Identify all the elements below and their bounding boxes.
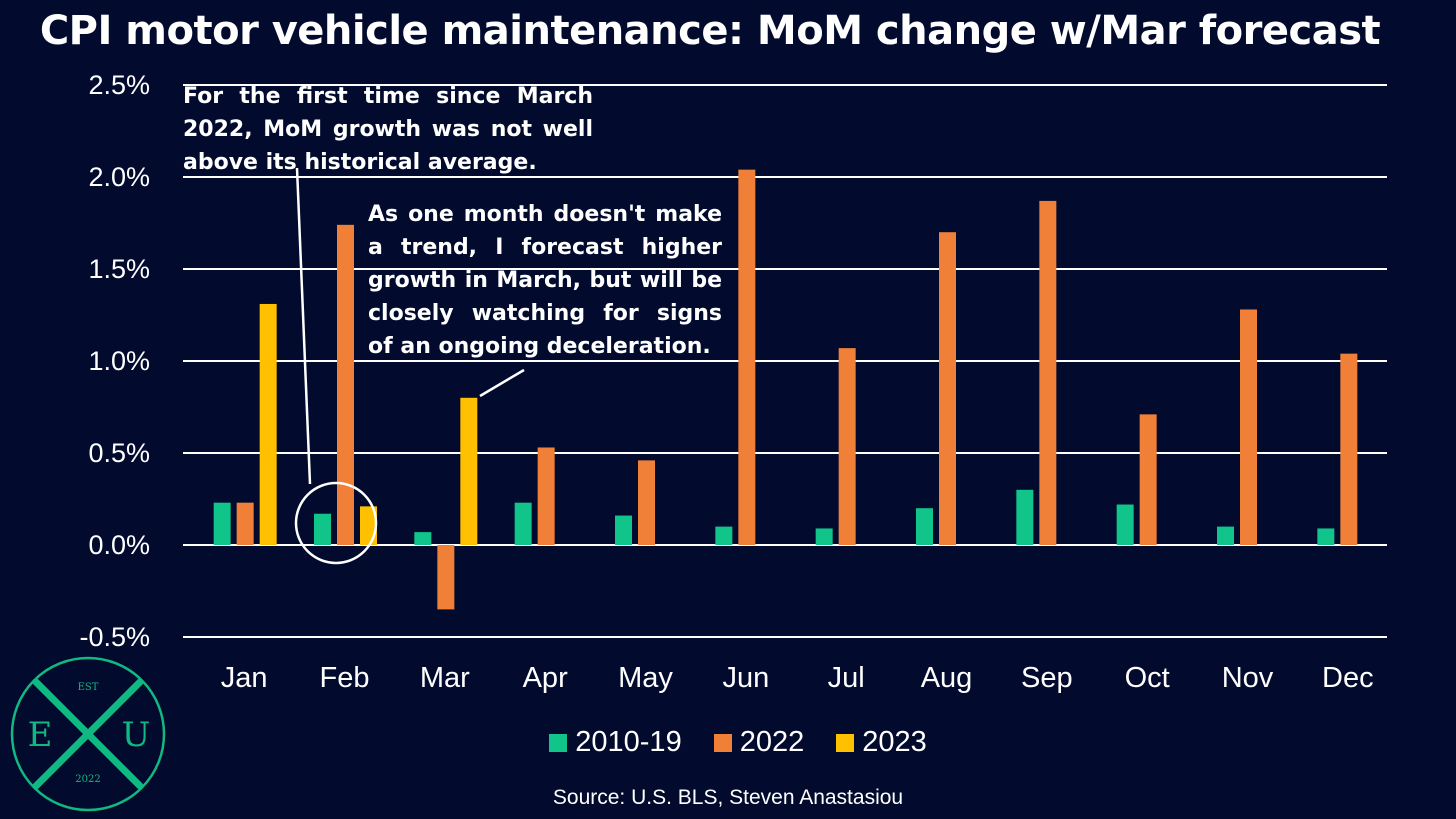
bar-2010-19-Apr [514, 502, 532, 545]
x-tick-label: Jun [722, 662, 769, 694]
legend-label-2023: 2023 [862, 726, 927, 758]
logo-year: 2022 [75, 774, 100, 785]
logo-letter-e: E [28, 715, 53, 755]
legend: 2010-19 2022 2023 [0, 726, 1456, 759]
bar-2022-Jul [838, 348, 856, 545]
bar-2022-Jun [738, 169, 756, 545]
chart-title: CPI motor vehicle maintenance: MoM chang… [39, 8, 1381, 54]
x-tick-label: Dec [1322, 662, 1374, 694]
logo-ring [10, 656, 166, 812]
bar-2022-Mar [437, 545, 455, 610]
bar-2022-Dec [1340, 353, 1358, 545]
y-tick-label: 2.5% [88, 70, 150, 100]
x-tick-label: Mar [420, 662, 470, 694]
bar-2022-Nov [1240, 309, 1257, 545]
bar-2022-Apr [537, 447, 555, 545]
y-tick-label: 1.0% [88, 346, 150, 376]
y-tick-label: 0.0% [88, 530, 150, 560]
bar-2022-Feb [337, 224, 354, 545]
bar-2010-19-Mar [414, 532, 432, 545]
legend-item-2010-19: 2010-19 [549, 726, 682, 759]
y-tick-label: 1.5% [88, 254, 150, 284]
x-tick-label: Sep [1021, 662, 1073, 694]
bar-2022-Oct [1139, 414, 1157, 545]
bar-2022-Sep [1039, 200, 1057, 546]
bar-2022-May [638, 460, 655, 545]
bar-2010-19-Aug [916, 508, 933, 545]
x-tick-label: Jan [221, 662, 268, 694]
x-tick-label: Apr [523, 662, 568, 694]
annotation-first-time: For the first time since March 2022, MoM… [183, 84, 593, 175]
logo-cross-b [32, 678, 144, 790]
bar-2010-19-Sep [1016, 489, 1034, 545]
x-tick-label: Feb [320, 662, 370, 694]
bar-2010-19-Jul [815, 528, 833, 545]
y-tick-label: 0.5% [88, 438, 150, 468]
bar-2010-19-May [615, 515, 632, 545]
bar-2010-19-Nov [1217, 526, 1234, 545]
x-tick-label: Nov [1222, 662, 1274, 694]
callout-line-second [479, 368, 525, 398]
legend-label-2022: 2022 [739, 726, 805, 758]
callout-circle-feb [294, 481, 378, 565]
legend-item-2022: 2022 [713, 726, 805, 759]
bar-2010-19-Oct [1116, 504, 1134, 545]
exu-logo: EST E U 2022 [10, 656, 166, 812]
y-tick-label: 2.0% [88, 162, 150, 192]
legend-label-2010-19: 2010-19 [575, 726, 682, 758]
logo-est: EST [78, 682, 99, 693]
x-tick-label: Jul [828, 662, 865, 694]
legend-swatch-2022 [713, 733, 732, 752]
source-note: Source: U.S. BLS, Steven Anastasiou [552, 786, 904, 809]
bar-2010-19-Jun [715, 526, 733, 545]
bar-2010-19-Feb [314, 513, 331, 545]
x-tick-label: Oct [1125, 662, 1170, 694]
bar-2022-Aug [939, 232, 956, 545]
bar-2023-Jan [259, 303, 277, 545]
bar-2010-19-Jan [213, 502, 231, 545]
bar-2010-19-Dec [1317, 528, 1335, 545]
legend-item-2023: 2023 [836, 726, 927, 759]
legend-swatch-2023 [836, 733, 855, 752]
bar-2023-Mar [460, 397, 478, 545]
x-tick-label: Aug [921, 662, 973, 694]
bar-2022-Jan [236, 502, 254, 545]
bar-2023-Feb [360, 506, 377, 545]
legend-swatch-2010-19 [549, 733, 568, 752]
callout-line-first [295, 167, 312, 485]
annotation-forecast: As one month doesn't make a trend, I for… [368, 202, 722, 359]
logo-letter-u: U [122, 715, 151, 755]
x-tick-label: May [618, 662, 673, 694]
y-tick-label: -0.5% [79, 622, 150, 652]
